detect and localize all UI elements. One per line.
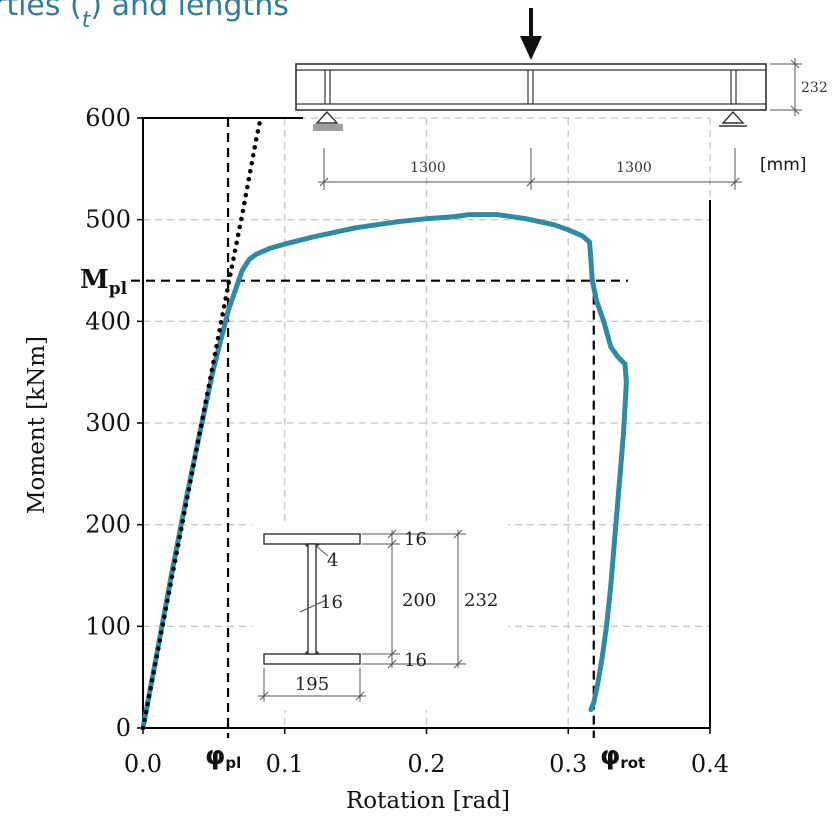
web-thickness-label: 16 <box>320 592 343 613</box>
y-tick-label-3: 300 <box>85 409 131 437</box>
weld-bottom-left <box>304 650 308 654</box>
phi-rot-label-main: φ <box>600 741 620 771</box>
phi-rot-label-sub: rot <box>620 754 645 772</box>
reference-lines <box>131 118 628 738</box>
x-tick-label-1: 0.1 <box>266 750 304 778</box>
bottom-flange-thickness-label: 16 <box>404 650 427 671</box>
bottom-flange <box>263 653 361 665</box>
cross-section-background <box>252 524 508 710</box>
flange-width-label: 195 <box>295 674 329 695</box>
svg-text:φrot: φrot <box>600 741 645 772</box>
right-support-icon <box>719 110 747 127</box>
beam-diagram: 232 1300 1300 [mm] <box>294 8 828 190</box>
beam-outline <box>295 63 767 111</box>
series <box>140 115 629 731</box>
x-tick-label-3: 0.3 <box>549 750 587 778</box>
y-tick-label-0: 0 <box>116 714 131 742</box>
tick-labels: 0 100 200 300 400 500 600 0.0 0.1 0.2 0.3 0.4 <box>85 104 729 778</box>
beam-span-left-label: 1300 <box>410 160 446 176</box>
y-tick-label-6: 600 <box>85 104 131 132</box>
phi-pl-label-main: φ <box>205 741 225 771</box>
beam-background <box>294 62 768 114</box>
beam-span-dimension: 1300 1300 [mm] <box>318 148 806 190</box>
weld-size-label: 4 <box>327 550 338 571</box>
svg-text:φpl: φpl <box>205 741 241 772</box>
weld-top-left <box>304 544 308 548</box>
elastic-stiffness-line <box>140 115 263 731</box>
total-height-label: 232 <box>464 590 498 611</box>
mpl-label-sub: pl <box>109 279 128 299</box>
svg-text:Mpl: Mpl <box>80 265 128 299</box>
phi-pl-label: φpl <box>205 741 241 772</box>
beam-height-label: 232 <box>801 80 828 96</box>
top-flange <box>263 533 361 545</box>
mpl-label: Mpl <box>80 265 128 299</box>
y-axis-title: Moment [kNm] <box>24 336 50 514</box>
beam-unit-label: [mm] <box>760 155 806 175</box>
cross-section-diagram: 4 16 195 16 200 232 <box>252 524 508 710</box>
beam-span-right-label: 1300 <box>616 160 652 176</box>
left-support-icon <box>313 110 343 131</box>
figure-title-text-after: ) and lengths <box>90 0 289 23</box>
y-tick-label-1: 100 <box>85 612 131 640</box>
x-tick-label-4: 0.4 <box>691 750 729 778</box>
phi-pl-label-sub: pl <box>225 754 241 772</box>
phi-rot-label: φrot <box>600 741 645 772</box>
figure-title-subscript: t <box>81 8 91 33</box>
mpl-label-main: M <box>80 265 109 295</box>
y-tick-label-2: 200 <box>85 511 131 539</box>
weld-bottom-right <box>316 650 320 654</box>
x-tick-label-0: 0.0 <box>124 750 162 778</box>
moment-rotation-curve <box>140 212 629 731</box>
figure-title-text: rties ( <box>0 0 82 23</box>
web <box>307 543 317 655</box>
beam-height-dimension: 232 <box>770 58 828 116</box>
web-height-label: 200 <box>402 590 436 611</box>
y-tick-label-5: 500 <box>85 206 131 234</box>
x-tick-label-2: 0.2 <box>407 750 445 778</box>
load-arrow-icon <box>520 8 542 60</box>
y-tick-label-4: 400 <box>85 307 131 335</box>
figure-title: rties (t) and lengths <box>0 0 289 33</box>
x-axis-title: Rotation [rad] <box>346 788 510 814</box>
top-flange-thickness-label: 16 <box>404 529 427 550</box>
